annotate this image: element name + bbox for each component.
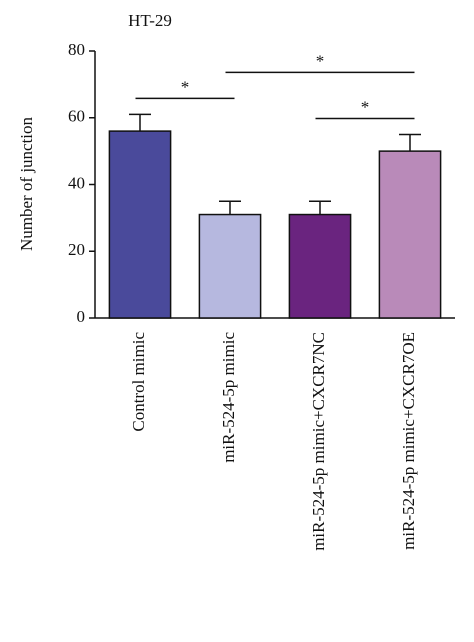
x-tick-label: miR-524-5p mimic — [219, 332, 238, 463]
bar — [198, 213, 262, 319]
significance-label: * — [316, 51, 325, 70]
y-axis-label: Number of junction — [17, 116, 36, 251]
significance-label: * — [181, 77, 190, 96]
bar — [378, 150, 442, 319]
y-tick-label: 20 — [68, 240, 85, 259]
bar — [288, 213, 352, 319]
y-tick-label: 60 — [68, 107, 85, 126]
bar — [108, 130, 172, 319]
chart-title: HT-29 — [128, 11, 172, 30]
x-tick-label: miR-524-5p mimic+CXCR7OE — [399, 332, 418, 550]
x-tick-label: miR-524-5p mimic+CXCR7NC — [309, 332, 328, 551]
x-tick-label: Control mimic — [129, 332, 148, 432]
y-tick-label: 80 — [68, 40, 85, 59]
significance-label: * — [361, 97, 370, 116]
y-tick-label: 0 — [77, 307, 86, 326]
y-tick-label: 40 — [68, 173, 85, 192]
